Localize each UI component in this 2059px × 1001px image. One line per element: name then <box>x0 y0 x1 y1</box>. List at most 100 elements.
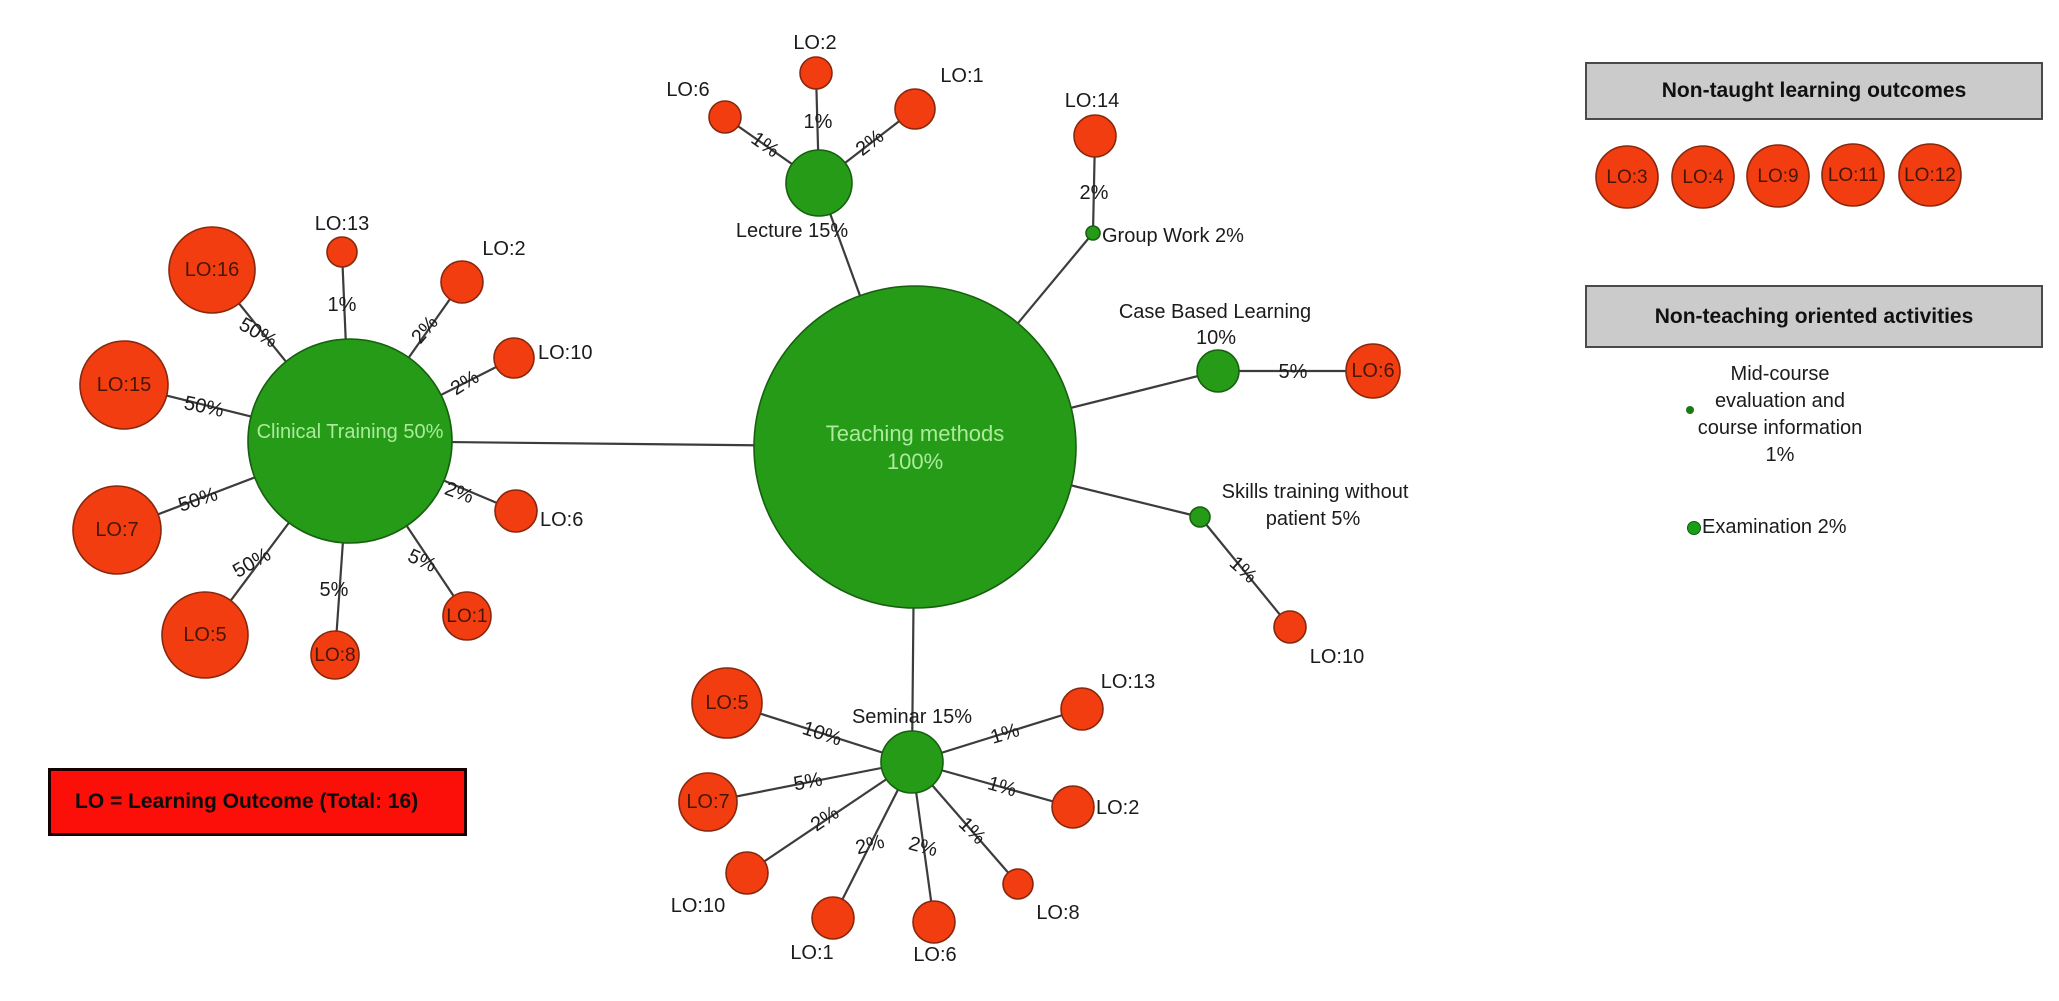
mid-course-dot-icon <box>1686 406 1694 414</box>
edge-percent-label-23: 2% <box>442 478 477 509</box>
edge-percent-label-7: 5% <box>792 768 825 795</box>
node-lo2-lec <box>799 56 833 90</box>
node-label-lo5-sem: LO:5 <box>705 692 748 714</box>
node-lo5-sem <box>691 667 763 739</box>
node-lecture <box>785 149 853 217</box>
node-lo16-cli <box>168 226 256 314</box>
node-label-lo3-leg: LO:3 <box>1606 167 1647 188</box>
text-label-21: LO:6 <box>540 509 583 531</box>
edge-percent-label-12: 1% <box>985 772 1019 801</box>
non-taught-outcomes-title: Non-taught learning outcomes <box>1661 79 1967 102</box>
node-clinical <box>247 338 453 544</box>
text-label-0: LO:6 <box>666 79 709 101</box>
text-label-19: LO:2 <box>482 238 525 260</box>
lo-abbreviation-legend-text: LO = Learning Outcome (Total: 16) <box>75 790 419 813</box>
node-lo15-cli <box>79 340 169 430</box>
text-label-2: LO:1 <box>940 65 983 87</box>
examination-dot-icon <box>1687 520 1701 535</box>
edge-percent-label-17: 2% <box>447 366 483 400</box>
node-lo10-cli <box>493 337 535 379</box>
edge-percent-label-13: 1% <box>988 719 1022 749</box>
node-lo9-leg <box>1746 144 1810 208</box>
mid-course-line-1: Mid-course <box>1730 363 1830 385</box>
node-lo6-cbl <box>1345 343 1401 399</box>
edge-percent-label-10: 2% <box>906 833 940 862</box>
node-lo14 <box>1073 114 1117 158</box>
edge-percent-label-5: 1% <box>1225 552 1261 588</box>
text-label-11: Seminar 15% <box>852 706 972 728</box>
node-label-lo11-leg: LO:11 <box>1828 165 1878 186</box>
edge-percent-label-8: 2% <box>807 802 843 837</box>
edge-percent-label-1: 1% <box>804 111 833 133</box>
node-groupwork <box>1085 225 1101 241</box>
node-lo10-sem <box>725 851 769 895</box>
mid-course-line-3: course information <box>1697 417 1863 439</box>
lo-abbreviation-legend-box: LO = Learning Outcome (Total: 16) <box>48 768 467 836</box>
text-label-13: LO:1 <box>790 942 833 964</box>
text-label-9: patient 5% <box>1266 508 1361 530</box>
node-skills <box>1189 506 1211 528</box>
node-label-lo6-cbl: LO:6 <box>1351 360 1394 382</box>
text-label-3: Lecture 15% <box>736 220 849 242</box>
text-label-20: LO:10 <box>538 342 592 364</box>
edge-percent-label-3: 2% <box>1080 182 1109 204</box>
node-label-lo1-cli: LO:1 <box>446 606 487 627</box>
node-label-clinical: Clinical Training 50% <box>257 421 444 443</box>
node-lo10-skills <box>1273 610 1307 644</box>
non-taught-outcomes-panel: Non-taught learning outcomes <box>1585 62 2043 120</box>
non-teaching-activities-panel: Non-teaching oriented activities <box>1585 285 2043 348</box>
text-label-5: Group Work 2% <box>1102 225 1244 247</box>
edge-seminar-lo10-sem <box>746 761 913 874</box>
node-lo4-leg <box>1671 145 1735 209</box>
mid-course-evaluation-label: Mid-course evaluation and course informa… <box>1655 361 1905 469</box>
edge-percent-label-11: 1% <box>954 813 990 849</box>
edge-percent-label-2: 2% <box>852 125 888 160</box>
text-label-10: LO:10 <box>1310 646 1364 668</box>
text-label-4: LO:14 <box>1065 90 1119 112</box>
node-lo6-sem <box>912 900 956 944</box>
node-cbl <box>1196 349 1240 393</box>
text-label-7: 10% <box>1196 327 1236 349</box>
node-label-lo9-leg: LO:9 <box>1757 166 1798 187</box>
text-label-12: LO:10 <box>671 895 725 917</box>
node-lo2-sem <box>1051 785 1095 829</box>
node-label-lo7-sem: LO:7 <box>686 791 729 813</box>
node-lo2-cli <box>440 260 484 304</box>
node-label-lo15-cli: LO:15 <box>97 374 151 396</box>
edge-percent-label-19: 50% <box>176 483 221 516</box>
edge-percent-label-4: 5% <box>1279 361 1308 383</box>
text-label-8: Skills training without <box>1222 481 1409 503</box>
examination-label: Examination 2% <box>1702 516 1847 538</box>
edge-percent-label-22: 5% <box>404 545 440 577</box>
edge-percent-label-21: 5% <box>320 579 349 601</box>
node-seminar <box>880 730 944 794</box>
node-label-lo7-cli: LO:7 <box>95 519 138 541</box>
text-label-17: LO:13 <box>1101 671 1155 693</box>
text-label-14: LO:6 <box>913 944 956 966</box>
node-label-teaching: Teaching methods 100% <box>826 421 1005 474</box>
edge-seminar-lo7-sem <box>707 760 913 804</box>
node-label-lo8-cli: LO:8 <box>314 645 355 666</box>
node-lo1-lec <box>894 88 936 130</box>
text-label-1: LO:2 <box>793 32 836 54</box>
edge-percent-label-9: 2% <box>853 831 887 860</box>
node-lo6-cli <box>494 489 538 533</box>
node-label-lo5-cli: LO:5 <box>183 624 226 646</box>
node-lo8-cli <box>310 630 360 680</box>
mid-course-line-2: evaluation and <box>1714 390 1846 412</box>
node-teaching <box>753 285 1077 609</box>
text-label-15: LO:8 <box>1036 902 1079 924</box>
node-label-lo4-leg: LO:4 <box>1682 167 1724 188</box>
mid-course-line-4: 1% <box>1765 444 1795 466</box>
edge-percent-label-18: 50% <box>182 392 226 422</box>
text-label-16: LO:2 <box>1096 797 1139 819</box>
node-lo12-leg <box>1898 143 1962 207</box>
edge-percent-label-15: 1% <box>328 294 357 316</box>
node-lo7-sem <box>678 772 738 832</box>
node-lo6-lec <box>708 100 742 134</box>
node-label-lo16-cli: LO:16 <box>185 259 239 281</box>
examination-label-row: Examination 2% <box>1687 516 1847 539</box>
node-lo3-leg <box>1595 145 1659 209</box>
edge-skills-lo10-skills <box>1199 516 1291 628</box>
